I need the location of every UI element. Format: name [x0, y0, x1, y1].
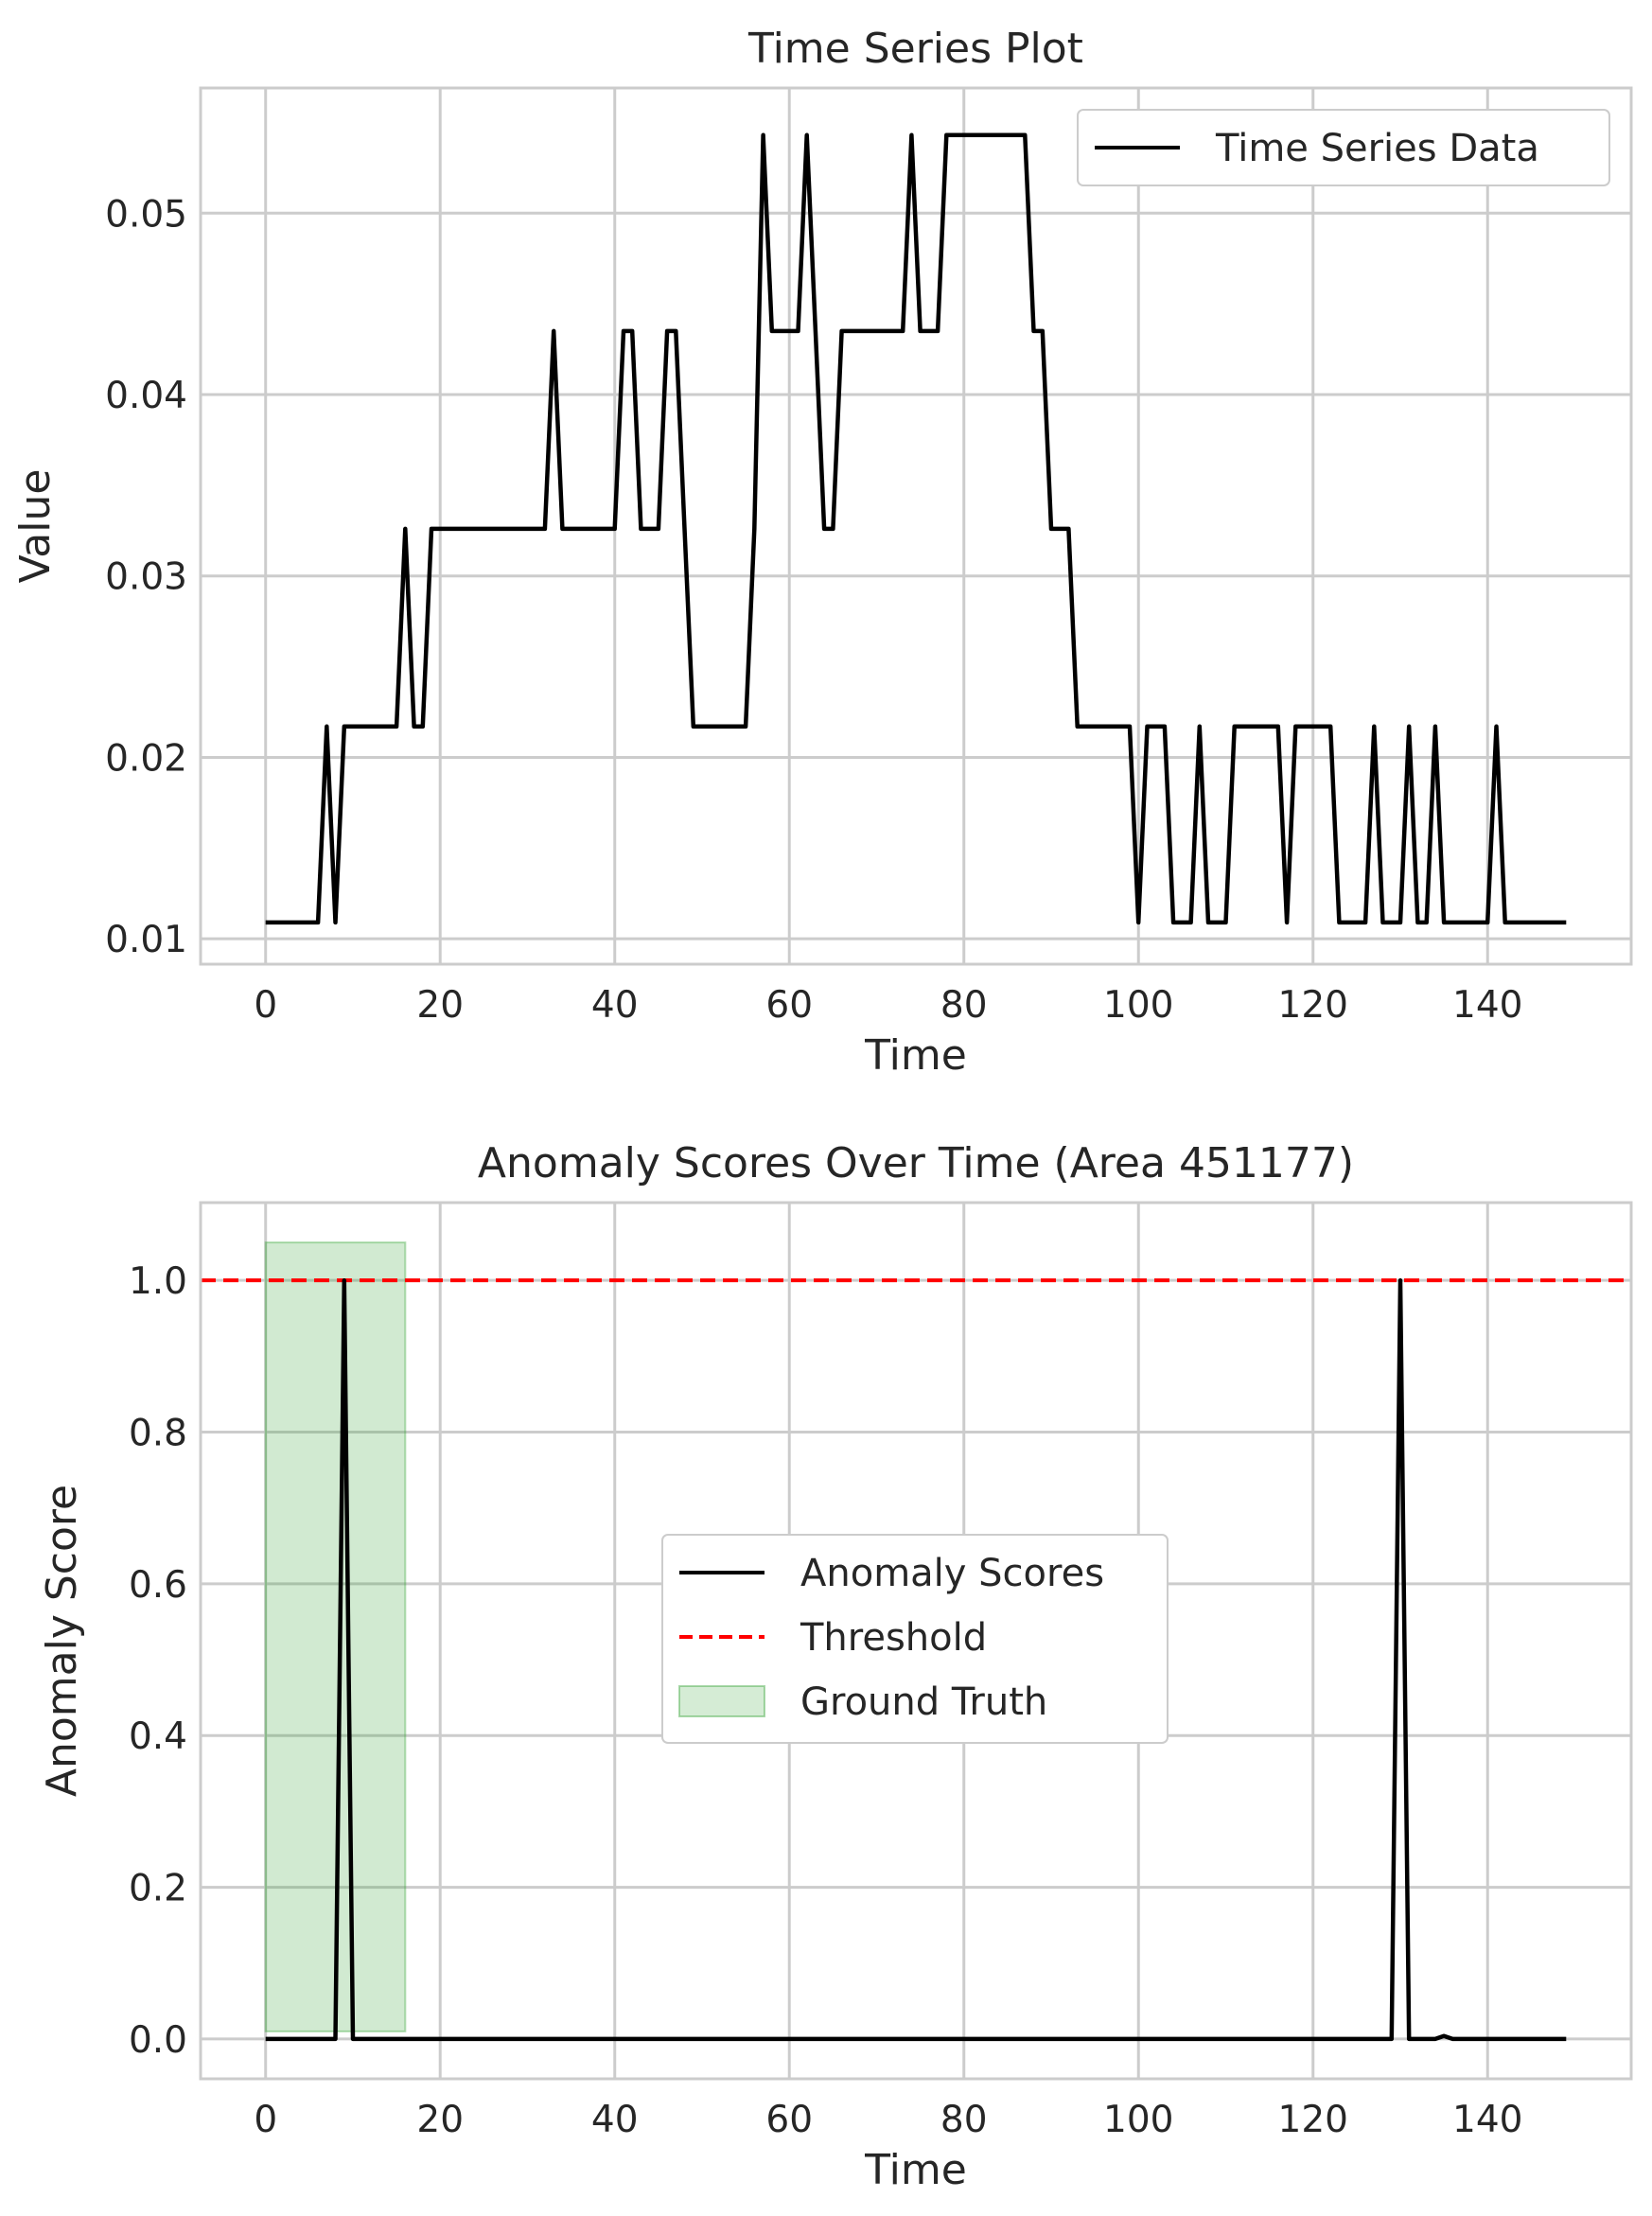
x-tick-label: 80 [940, 984, 988, 1027]
y-tick-label: 0.2 [129, 1868, 187, 1910]
legend-label-threshold: Threshold [800, 1616, 987, 1660]
y-axis-label: Anomaly Score [38, 1485, 86, 1797]
x-tick-label: 40 [591, 984, 639, 1027]
legend-label-anomaly-scores: Anomaly Scores [800, 1552, 1104, 1595]
plot-marks [265, 132, 1567, 925]
x-tick-label: 0 [254, 984, 277, 1027]
anomaly-score-panel: 0 20 40 60 80 100 120 140 0.0 0.2 0.4 0.6 0.8 1.0 An… [38, 1139, 1633, 2194]
x-tick-label: 120 [1278, 2099, 1348, 2141]
x-tick-labels: 0 20 40 60 80 100 120 140 [254, 2099, 1522, 2141]
x-tick-label: 80 [940, 2099, 988, 2141]
y-tick-label: 0.01 [105, 919, 187, 961]
y-tick-label: 0.0 [129, 2019, 187, 2062]
legend: Anomaly Scores Threshold Ground Truth [661, 1534, 1169, 1744]
x-axis-label: Time [864, 1031, 967, 1080]
x-tick-labels: 0 20 40 60 80 100 120 140 [254, 984, 1522, 1027]
y-tick-label: 0.8 [129, 1413, 187, 1455]
chart-title: Time Series Plot [747, 25, 1083, 73]
y-tick-labels: 0.0 0.2 0.4 0.6 0.8 1.0 [129, 1260, 187, 2062]
series-time-series-data [265, 132, 1567, 925]
x-tick-label: 60 [765, 984, 813, 1027]
plot-marks [201, 1241, 1631, 2042]
y-tick-label: 0.02 [105, 737, 187, 780]
y-tick-labels: 0.01 0.02 0.03 0.04 0.05 [105, 193, 187, 961]
x-tick-label: 60 [765, 2099, 813, 2141]
series-anomaly-scores [265, 1277, 1567, 2042]
legend-label-ground-truth: Ground Truth [800, 1680, 1047, 1724]
y-tick-label: 0.03 [105, 556, 187, 599]
y-tick-label: 0.05 [105, 193, 187, 236]
y-tick-label: 0.04 [105, 375, 187, 417]
legend-label-time-series-data: Time Series Data [1215, 127, 1539, 170]
y-axis-label: Value [11, 469, 60, 584]
x-tick-label: 100 [1103, 2099, 1173, 2141]
y-tick-label: 1.0 [129, 1260, 187, 1303]
x-tick-label: 20 [416, 2099, 464, 2141]
legend-swatch-ground-truth [678, 1685, 765, 1717]
y-tick-label: 0.6 [129, 1564, 187, 1607]
x-tick-label: 100 [1103, 984, 1173, 1027]
x-tick-label: 140 [1452, 984, 1522, 1027]
time-series-panel: 0 20 40 60 80 100 120 140 0.010.020.030.040.05 … [11, 25, 1633, 1080]
plot-frame [199, 86, 1633, 966]
x-axis-label: Time [864, 2146, 967, 2194]
legend-box [661, 1534, 1169, 1744]
plot-frame [199, 1201, 1633, 2081]
x-tick-label: 120 [1278, 984, 1348, 1027]
legend-box [1077, 109, 1610, 186]
x-tick-label: 140 [1452, 2099, 1522, 2141]
x-tick-label: 0 [254, 2099, 277, 2141]
chart-title: Anomaly Scores Over Time (Area 451177) [478, 1139, 1354, 1187]
x-tick-label: 20 [416, 984, 464, 1027]
y-tick-label: 0.4 [129, 1715, 187, 1758]
x-tick-label: 40 [591, 2099, 639, 2141]
legend: Time Series Data [1077, 109, 1610, 186]
